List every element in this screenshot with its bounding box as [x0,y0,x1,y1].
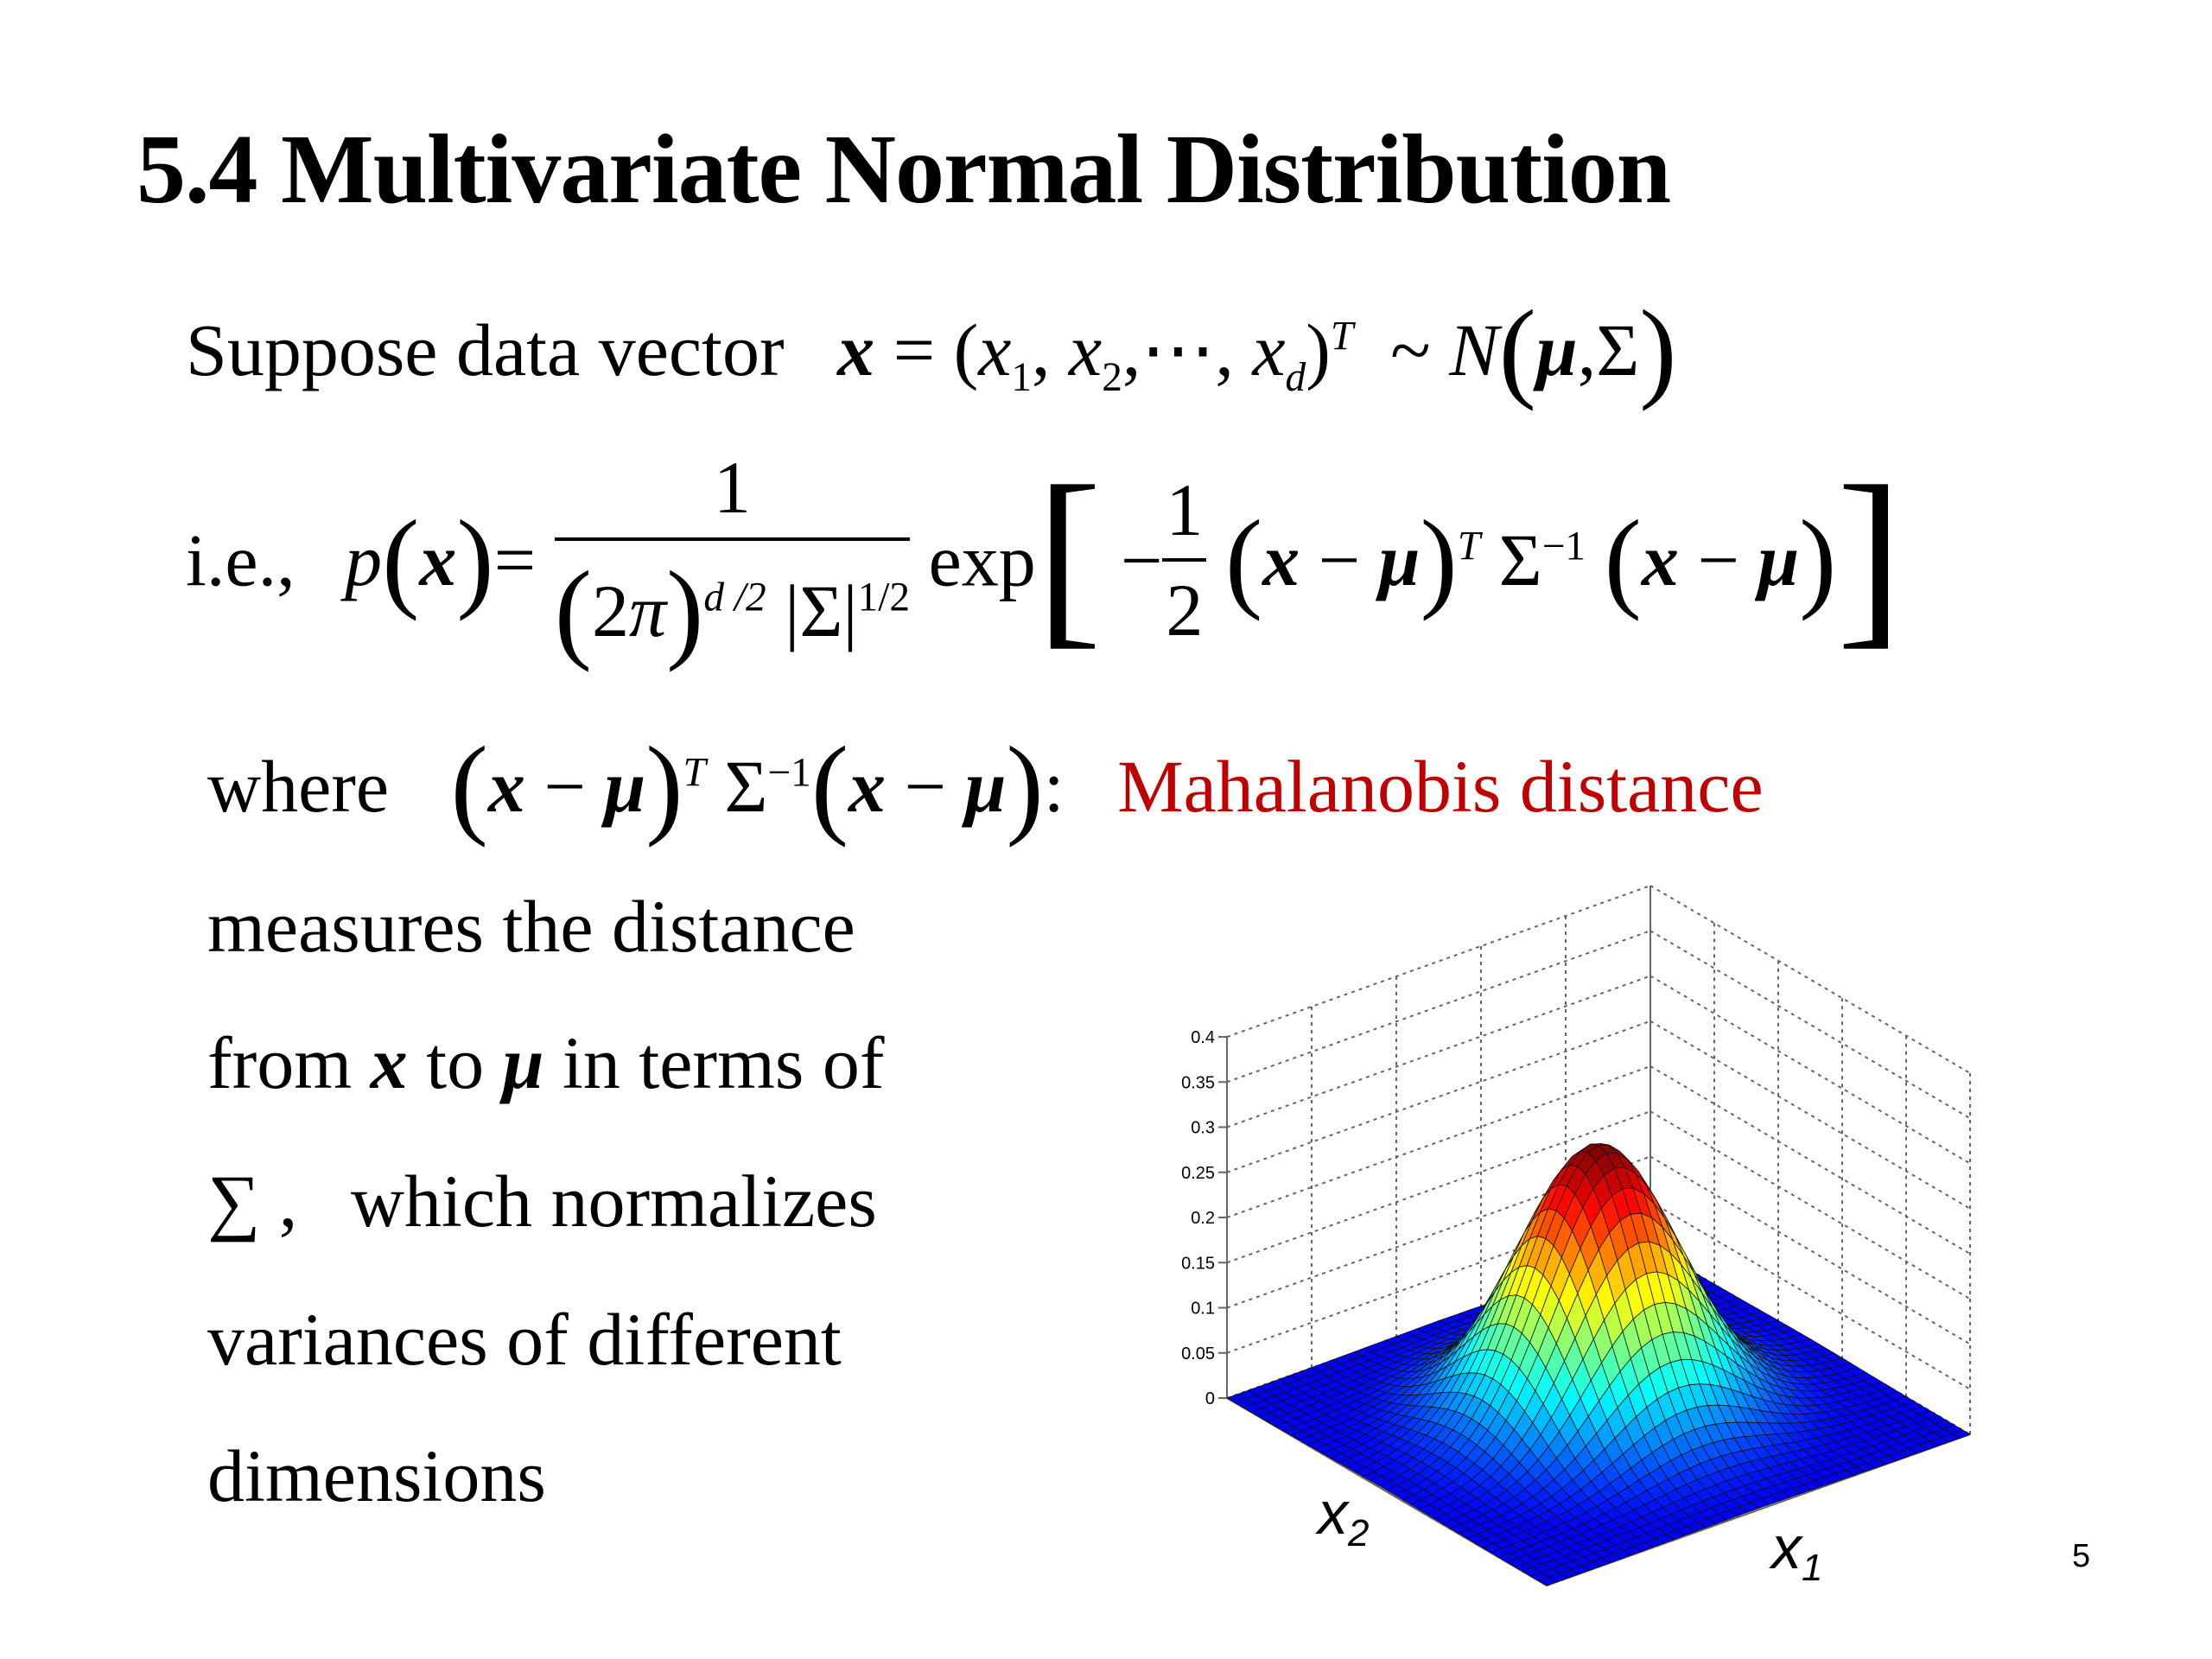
density-formula: p(x)= 1 (2π)d /2 |Σ|1/2 exp[ −1 2 (x − μ)… [345,445,1904,674]
mu-symbol: μ [502,1021,544,1104]
line-density: i.e., p(x)= 1 (2π)d /2 |Σ|1/2 exp[ −1 2 (… [186,441,1903,676]
surface-patch [1537,1576,1559,1586]
x2-axis-label: x2 [1315,1479,1369,1554]
to-text: to [426,1021,485,1104]
where-text: where [207,745,390,828]
grid-line [1649,1110,1971,1300]
grid-line [1226,975,1651,1128]
from-text: from [207,1021,353,1104]
plot-surface [1226,1143,1971,1586]
para-line-4: variances of different [207,1298,842,1381]
plot-z-ticks: 0 0.05 0.1 0.15 0.2 0.25 0.3 0.35 0.4 [1181,1028,1215,1408]
grid-line [1649,930,1971,1120]
line-where: where (x − μ)T Σ−1(x − μ): Mahalanobis d… [207,721,1764,851]
z-tick-label: 0.05 [1181,1344,1215,1363]
suppose-text: Suppose data vector [186,308,785,391]
z-tick-label: 0.25 [1181,1164,1215,1183]
page-number: 5 [2072,1538,2091,1574]
page-title: 5.4 Multivariate Normal Distribution [137,114,1671,224]
mahalanobis-formula: (x − μ)T Σ−1(x − μ): [450,724,1084,849]
para-line-3: ∑ , which normalizes [207,1158,877,1244]
grid-line [1226,1020,1651,1173]
grid-line [1226,1065,1651,1218]
data-vector-formula: x = (x1, x2,⋯, xd)T ~ N(μ,Σ) [837,288,1677,412]
grid-line [1649,885,1971,1074]
z-tick-label: 0.15 [1181,1254,1215,1273]
grid-line [1649,1065,1971,1255]
grid-line [1649,975,1971,1165]
z-tick-label: 0.35 [1181,1073,1215,1092]
para-line-5: dimensions [207,1434,546,1517]
z-tick-label: 0 [1205,1389,1215,1408]
para-line-1: measures the distance [207,885,855,968]
line-suppose: Suppose data vector x = (x1, x2,⋯, xd)T … [186,285,1677,415]
grid-line [1226,930,1651,1084]
x1-axis-label: x1 [1769,1514,1822,1589]
normalizes-text: which normalizes [350,1160,877,1243]
ie-text: i.e., [186,518,296,602]
x-symbol: x [370,1021,408,1104]
mahalanobis-label: Mahalanobis distance [1117,745,1764,828]
grid-line [1226,885,1651,1038]
sigma-symbol: ∑ , [207,1160,298,1243]
z-tick-label: 0.1 [1191,1300,1215,1319]
z-tick-label: 0.2 [1191,1209,1215,1228]
para-line-2: from x to μ in terms of [207,1020,885,1106]
grid-line [1226,1110,1651,1264]
grid-line [1649,1020,1971,1210]
z-tick-label: 0.3 [1191,1119,1215,1138]
in-terms-text: in terms of [562,1021,885,1104]
z-tick-label: 0.4 [1191,1028,1215,1047]
